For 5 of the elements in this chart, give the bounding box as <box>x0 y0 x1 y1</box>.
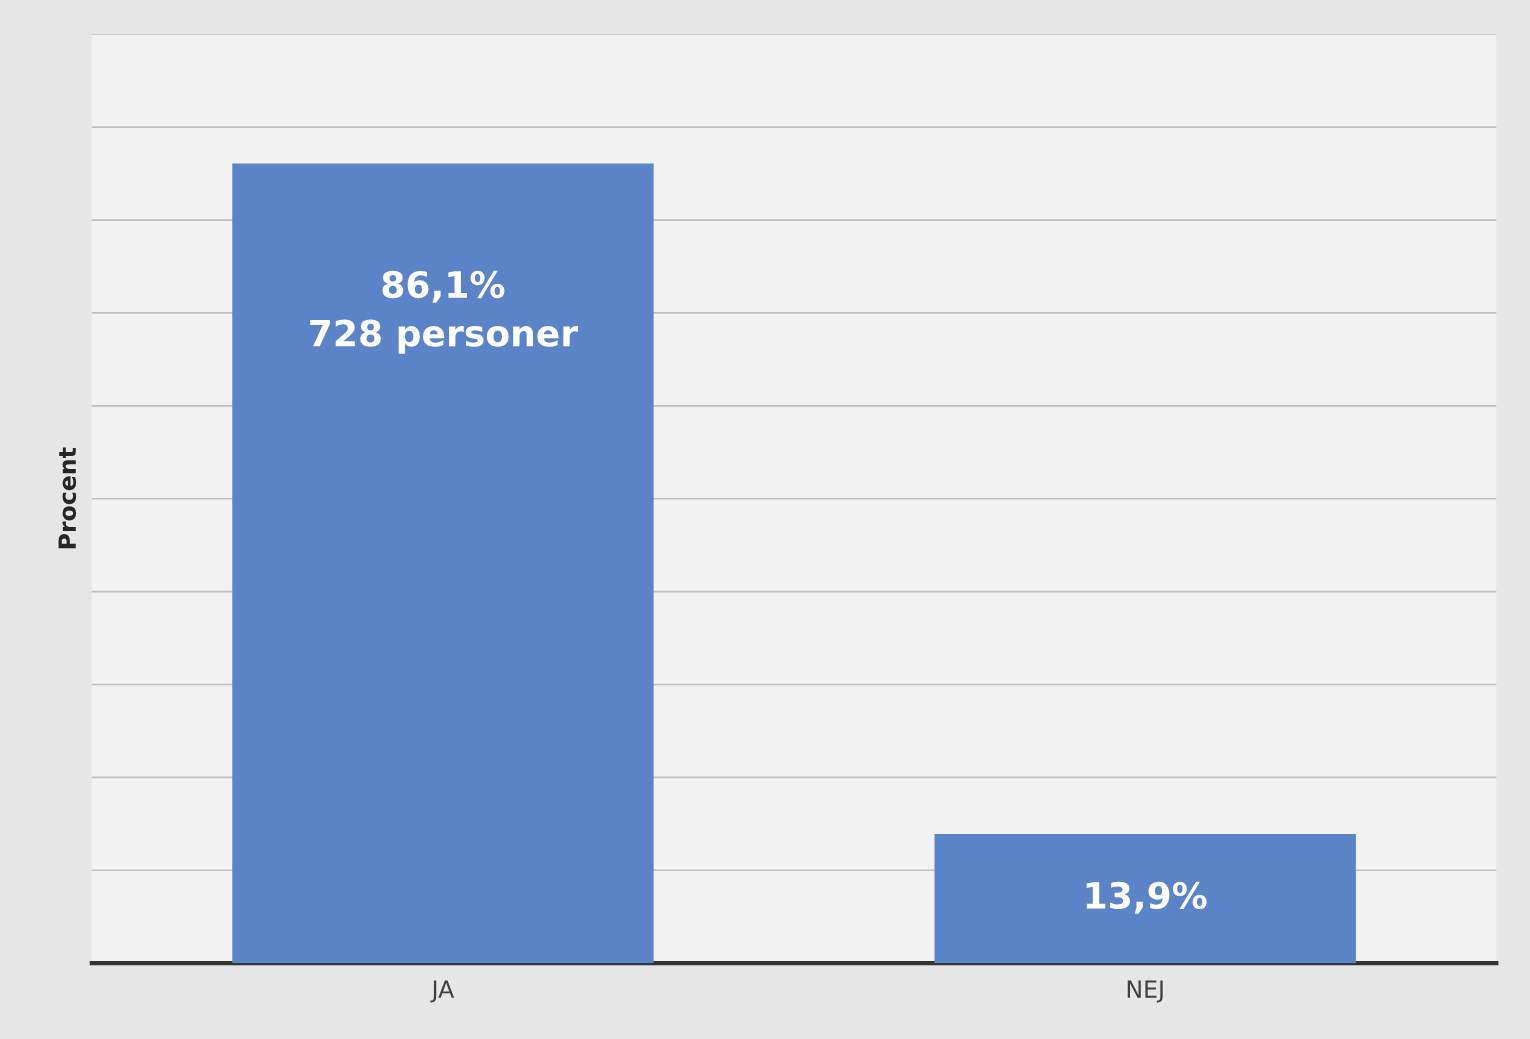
data-label: 86,1% 728 personer <box>310 270 579 354</box>
x-tick-label: JA <box>430 980 455 1003</box>
y-axis-title: Procent <box>58 447 77 549</box>
x-tick-label: NEJ <box>1127 980 1163 1003</box>
data-label: 13,9% <box>1086 881 1207 914</box>
